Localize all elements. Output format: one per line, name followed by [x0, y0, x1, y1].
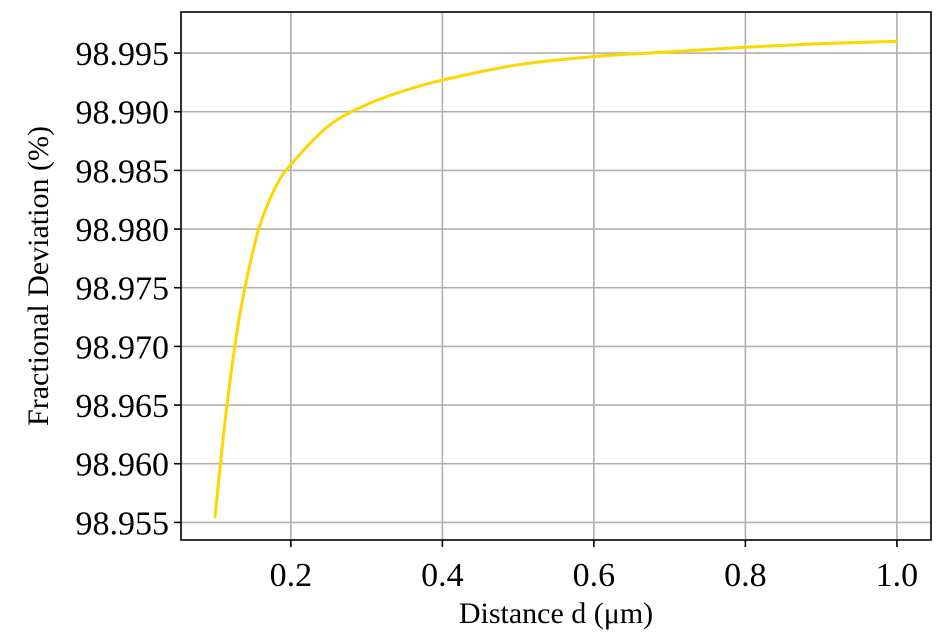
y-axis-label: Fractional Deviation (%)	[22, 126, 55, 426]
x-tick-label: 1.0	[876, 557, 919, 594]
y-tick-label: 98.985	[76, 153, 170, 190]
grid-lines	[181, 12, 931, 540]
y-tick-label: 98.980	[76, 212, 170, 249]
y-tick-label: 98.955	[76, 505, 170, 542]
x-axis-label: Distance d (μm)	[459, 597, 653, 630]
plot-frame	[180, 11, 932, 541]
series-line	[213, 39, 899, 519]
x-tick-label: 0.2	[270, 557, 313, 594]
y-tick-label: 98.995	[76, 36, 170, 73]
series-layer	[213, 39, 899, 519]
y-tick-label: 98.990	[76, 95, 170, 132]
y-tick-label: 98.960	[76, 447, 170, 484]
x-tick-label: 0.4	[421, 557, 464, 594]
x-tick-label: 0.6	[573, 557, 616, 594]
y-tick-label: 98.970	[76, 329, 170, 366]
x-tick-label: 0.8	[724, 557, 767, 594]
y-tick-label: 98.965	[76, 388, 170, 425]
y-tick-label: 98.975	[76, 271, 170, 308]
axis-ticks: 0.2 0.4 0.6 0.8 1.0 98.955 98.960 98.965 98.970 9…	[76, 36, 919, 594]
